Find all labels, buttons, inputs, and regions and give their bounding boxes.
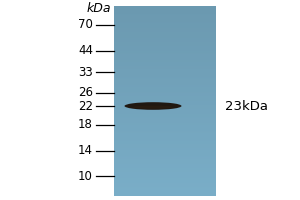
Text: 10: 10 (78, 170, 93, 182)
Text: 14: 14 (78, 144, 93, 158)
Text: 70: 70 (78, 19, 93, 31)
Ellipse shape (124, 102, 182, 110)
Text: kDa: kDa (86, 2, 111, 16)
Text: 18: 18 (78, 118, 93, 132)
Bar (114, 6, 216, 196)
Ellipse shape (133, 106, 173, 109)
Text: 23kDa: 23kDa (225, 99, 268, 112)
Text: 22: 22 (78, 99, 93, 112)
Text: 33: 33 (78, 66, 93, 78)
Text: 44: 44 (78, 45, 93, 58)
Text: 26: 26 (78, 86, 93, 99)
